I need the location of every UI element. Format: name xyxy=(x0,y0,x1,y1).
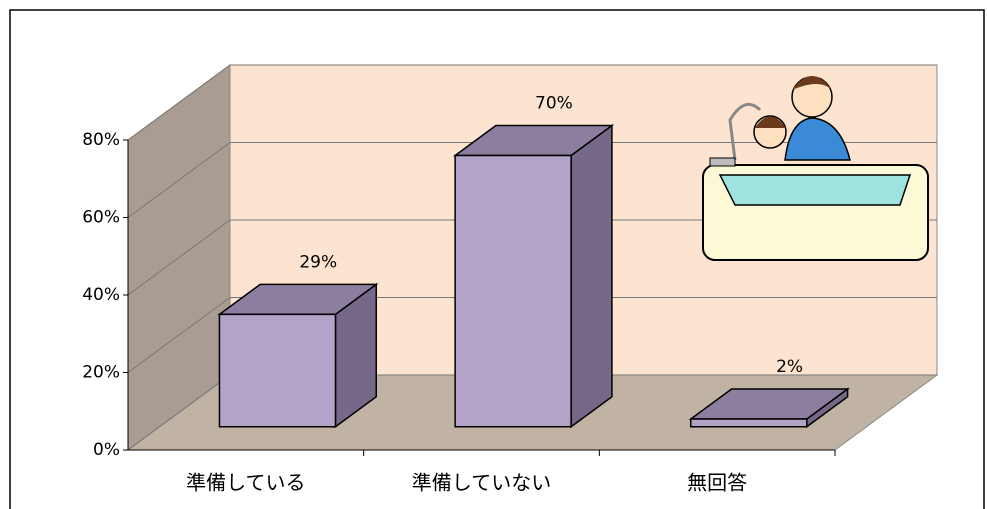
bar-front xyxy=(691,419,807,427)
bar-front xyxy=(219,314,335,426)
page: {"chart_data": {"type": "bar3d", "catego… xyxy=(0,0,987,509)
x-tick-label: 準備している xyxy=(186,471,305,495)
bar-side xyxy=(571,126,612,427)
y-tick-label: 0% xyxy=(93,440,120,460)
x-tick-label: 無回答 xyxy=(687,471,747,495)
y-tick-label: 80% xyxy=(82,130,120,150)
faucet xyxy=(710,158,735,166)
bar-front xyxy=(455,156,571,427)
x-tick-label: 準備していない xyxy=(412,471,551,495)
value-label: 70% xyxy=(535,94,573,114)
water xyxy=(720,175,910,205)
value-label: 29% xyxy=(299,252,337,272)
y-tick-label: 60% xyxy=(82,208,120,228)
y-tick-label: 40% xyxy=(82,285,120,305)
value-label: 2% xyxy=(776,357,803,377)
y-tick-label: 20% xyxy=(82,363,120,383)
chart: 0% 20% 40% 60% 80% 準備している 29% 準備していない 70% 無回答 2% xyxy=(0,0,987,509)
